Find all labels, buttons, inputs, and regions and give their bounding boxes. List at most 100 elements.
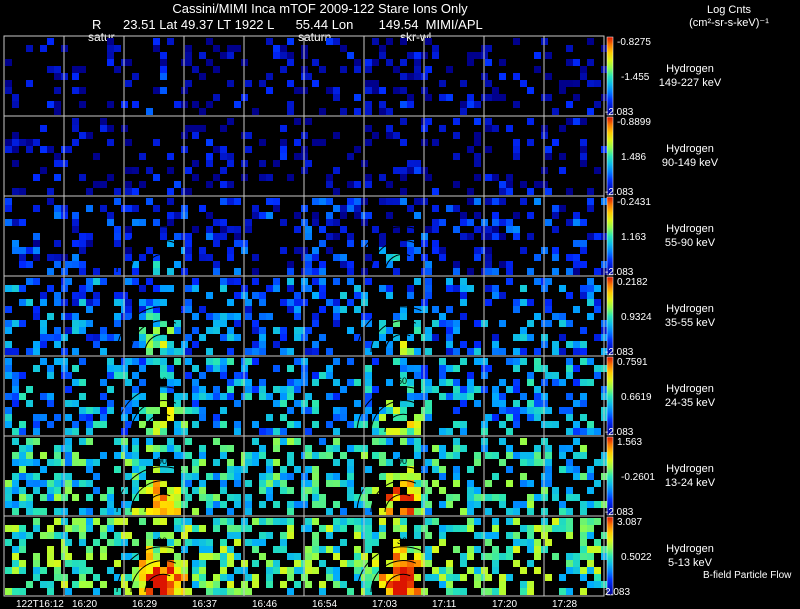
heatmap-cell [506,574,513,581]
heatmap-cell [146,407,153,414]
heatmap-cell [506,358,513,365]
heatmap-cell [234,379,241,386]
heatmap-cell [467,525,474,532]
heatmap-cell [513,334,520,341]
heatmap-cell [534,181,541,188]
heatmap-cell [19,539,26,546]
heatmap-cell [354,567,361,574]
heatmap-cell [287,101,294,108]
heatmap-cell [5,494,12,501]
heatmap-cell [199,108,206,115]
heatmap-cell [460,219,467,226]
heatmap-cell [365,313,372,320]
heatmap-cell [213,393,220,400]
heatmap-cell [319,240,326,247]
heatmap-cell [354,445,361,452]
heatmap-cell [527,459,534,466]
heatmap-cell [174,553,181,560]
heatmap-cell [414,320,421,327]
heatmap-cell [100,393,107,400]
heatmap-cell [114,233,121,240]
heatmap-cell [234,198,241,205]
heatmap-cell [400,518,407,525]
heatmap-cell [333,254,340,261]
heatmap-cell [372,487,379,494]
heatmap-cell [259,334,266,341]
heatmap-cell [132,508,139,515]
heatmap-cell [474,139,481,146]
heatmap-cell [206,160,213,167]
heatmap-cell [33,205,40,212]
heatmap-cell [312,268,319,275]
heatmap-cell [146,358,153,365]
heatmap-cell [372,421,379,428]
heatmap-cell [287,407,294,414]
heatmap-cell [499,574,506,581]
heatmap-cell [425,268,432,275]
heatmap-cell [520,407,527,414]
heatmap-cell [227,299,234,306]
heatmap-cell [580,341,587,348]
heatmap-cell [199,560,206,567]
heatmap-cell [414,421,421,428]
heatmap-cell [319,139,326,146]
heatmap-cell [414,247,421,254]
contour-line [144,573,171,593]
heatmap-cell [425,285,432,292]
heatmap-cell [153,45,160,52]
heatmap-cell [319,306,326,313]
heatmap-cell [347,181,354,188]
heatmap-cell [506,261,513,268]
heatmap-cell [220,518,227,525]
heatmap-cell [312,341,319,348]
heatmap-cell [400,574,407,581]
heatmap-cell [227,254,234,261]
heatmap-cell [213,45,220,52]
heatmap-cell [467,101,474,108]
heatmap-cell [54,327,61,334]
heatmap-cell [107,501,114,508]
heatmap-cell [294,581,301,588]
heatmap-cell [100,278,107,285]
energy-label: 24-35 keV [665,397,716,409]
heatmap-cell [93,181,100,188]
heatmap-cell [252,212,259,219]
heatmap-cell [414,487,421,494]
heatmap-cell [5,285,12,292]
heatmap-cell [153,299,160,306]
energy-label: 149-227 keV [659,77,722,89]
heatmap-cell [280,546,287,553]
heatmap-cell [566,445,573,452]
heatmap-cell [485,80,492,87]
heatmap-cell [559,87,566,94]
heatmap-cell [432,306,439,313]
heatmap-cell [79,268,86,275]
heatmap-cell [220,567,227,574]
heatmap-cell [492,233,499,240]
heatmap-cell [513,146,520,153]
heatmap-cell [125,167,132,174]
heatmap-cell [545,299,552,306]
heatmap-cell [54,101,61,108]
heatmap-cell [467,518,474,525]
heatmap-cell [545,320,552,327]
heatmap-cell [594,80,601,87]
heatmap-cell [333,188,340,195]
heatmap-cell [79,233,86,240]
heatmap-cell [506,125,513,132]
heatmap-cell [432,52,439,59]
heatmap-cell [513,153,520,160]
heatmap-cell [439,320,446,327]
heatmap-cell [185,334,192,341]
heatmap-cell [400,87,407,94]
heatmap-cell [499,73,506,80]
heatmap-cell [386,254,393,261]
heatmap-cell [552,205,559,212]
heatmap-cell [499,292,506,299]
heatmap-cell [326,532,333,539]
heatmap-cell [414,560,421,567]
heatmap-cell [280,567,287,574]
heatmap-cell [47,268,54,275]
heatmap-cell [294,334,301,341]
heatmap-cell [199,480,206,487]
